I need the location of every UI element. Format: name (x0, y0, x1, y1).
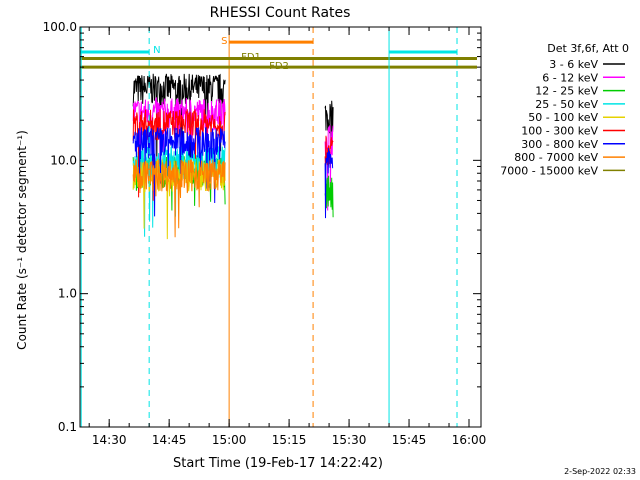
y-tick-label: 1.0 (58, 287, 77, 301)
annotation-label: S (221, 36, 227, 47)
legend-entry-label: 25 - 50 keV (535, 98, 598, 111)
series-6-segment-1 (324, 147, 334, 219)
x-tick-label: 14:45 (152, 433, 187, 447)
x-axis: 14:30 14:45 15:00 15:15 15:30 15:45 16:00 (88, 27, 487, 447)
series-5-segment-0 (132, 109, 226, 201)
series-7-segment-0 (132, 159, 226, 238)
y-axis: 0.1 1.0 10.0 100.0 (43, 20, 481, 434)
legend-entry-label: 6 - 12 keV (542, 71, 598, 84)
series-0-segment-0 (132, 73, 226, 174)
legend-entry-label: 12 - 25 keV (535, 85, 598, 98)
x-axis-label: Start Time (19-Feb-17 14:22:42) (173, 456, 383, 471)
y-tick-label: 10.0 (50, 153, 77, 167)
footer-date: 2-Sep-2022 02:33 (564, 467, 636, 476)
y-tick-label: 0.1 (58, 420, 77, 434)
x-tick-label: 15:30 (332, 433, 367, 447)
chart-title: RHESSI Count Rates (210, 5, 351, 21)
legend-entry-label: 7000 - 15000 keV (500, 164, 598, 177)
annotation-label: FD2 (269, 61, 289, 72)
annotation-layer: N S FD1 FD2 (80, 27, 478, 427)
x-tick-label: 14:30 (92, 433, 127, 447)
y-tick-label: 100.0 (43, 20, 77, 34)
plot-frame (79, 26, 482, 428)
x-tick-label: 15:15 (272, 433, 307, 447)
legend-title: Det 3f,6f, Att 0 (547, 42, 629, 55)
legend-entry-label: 100 - 300 keV (521, 125, 598, 138)
x-tick-label: 16:00 (452, 433, 487, 447)
annotation-label: N (153, 45, 160, 56)
series-2-segment-1 (324, 175, 334, 218)
x-tick-label: 15:45 (392, 433, 427, 447)
legend-entry-label: 300 - 800 keV (521, 138, 598, 151)
y-axis-label: Count Rate (s⁻¹ detector segment⁻¹) (15, 130, 29, 350)
annotation-label: FD1 (241, 52, 261, 63)
legend-entry-label: 3 - 6 keV (549, 58, 598, 71)
x-tick-label: 15:00 (212, 433, 247, 447)
legend-entry-label: 50 - 100 keV (528, 111, 598, 124)
series-layer (132, 73, 334, 240)
legend-entry-label: 800 - 7000 keV (514, 151, 598, 164)
